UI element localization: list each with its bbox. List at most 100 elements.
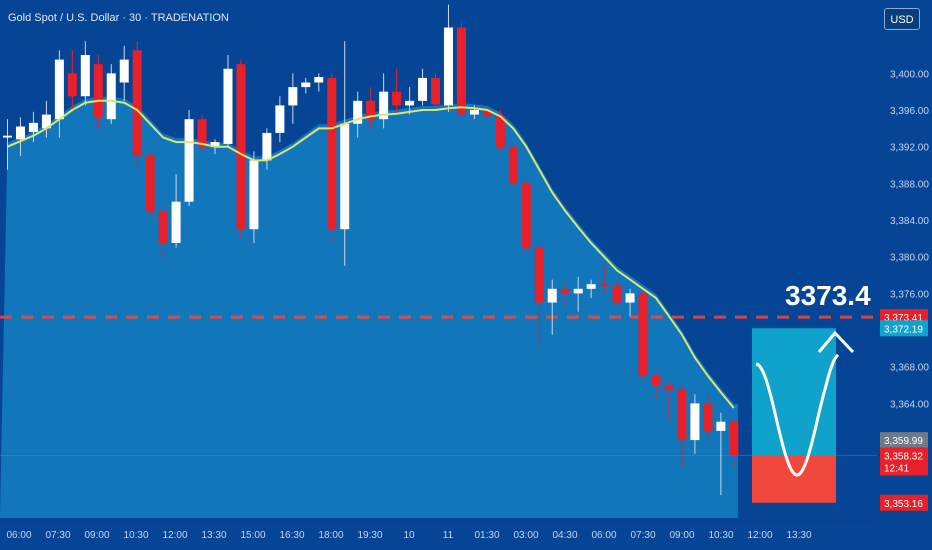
candle-body (184, 119, 194, 202)
price-tag-label: 3,353.16 (884, 499, 923, 510)
candle-body (405, 100, 415, 106)
candle-32 (418, 68, 428, 106)
candle-body (275, 105, 285, 133)
candle-body (223, 68, 233, 144)
candle-20 (262, 128, 272, 170)
x-tick-label: 09:00 (669, 530, 694, 541)
currency-button[interactable]: USD (884, 8, 920, 30)
candle-body (573, 288, 583, 294)
candle-body (132, 50, 142, 156)
x-tick-label: 06:00 (591, 530, 616, 541)
y-tick-label: 3,380.00 (890, 253, 929, 264)
candle-body (586, 284, 596, 289)
candle-body (288, 87, 298, 106)
candle-54 (703, 394, 713, 441)
candle-3 (41, 100, 51, 138)
x-tick-label: 01:30 (474, 530, 499, 541)
price-tag: 3,372.19 (880, 320, 928, 337)
candle-body (547, 288, 557, 303)
x-tick-label: 12:00 (162, 530, 187, 541)
candle-39 (508, 142, 518, 188)
candle-body (366, 100, 376, 120)
price-tag-label: 3,372.19 (884, 324, 923, 335)
candle-15 (197, 114, 207, 152)
x-tick-label: 07:30 (45, 530, 70, 541)
candle-1 (15, 117, 25, 156)
candle-body (379, 91, 389, 120)
x-tick-label: 11 (443, 530, 454, 541)
candle-23 (301, 77, 311, 94)
candle-body (392, 91, 402, 106)
candle-body (301, 82, 311, 88)
candle-body (612, 286, 622, 303)
candle-24 (314, 73, 324, 92)
candle-body (249, 160, 259, 230)
moving-average-line (7, 99, 735, 409)
projection-arrow-icon (817, 330, 855, 354)
candle-17 (223, 55, 233, 147)
price-tag-box (880, 432, 928, 449)
candle-body (314, 77, 324, 83)
candle-47 (612, 279, 622, 308)
candle-body (158, 210, 168, 243)
candle-body (638, 293, 648, 376)
candle-52 (677, 385, 687, 468)
candle-body (677, 389, 687, 441)
y-tick-label: 3,400.00 (890, 69, 929, 80)
candle-body (54, 59, 64, 120)
candle-body (431, 77, 441, 105)
y-tick-label: 3,384.00 (890, 216, 929, 227)
x-tick-label: 18:00 (318, 530, 343, 541)
x-tick-label: 16:30 (279, 530, 304, 541)
candle-37 (482, 105, 492, 120)
candle-body (15, 126, 25, 140)
candle-body (482, 110, 492, 117)
candle-body (418, 77, 428, 101)
projection-curve (755, 353, 840, 477)
candle-body (236, 64, 246, 230)
candle-34 (443, 4, 453, 112)
candle-0 (3, 119, 12, 170)
candle-body (560, 288, 570, 294)
x-tick-label: 10:30 (123, 530, 148, 541)
candle-body (210, 142, 220, 147)
candle-12 (158, 206, 168, 257)
candle-body (703, 403, 713, 431)
price-tag: 3,359.99 (880, 432, 928, 449)
candle-49 (638, 288, 648, 381)
candle-41 (534, 242, 544, 349)
candle-body (262, 132, 272, 161)
candle-body (495, 116, 505, 147)
candle-55 (716, 412, 726, 496)
candle-body (145, 155, 155, 211)
price-tag-box (880, 447, 928, 476)
candle-body (534, 247, 544, 303)
candle-body (353, 100, 363, 124)
candle-body (508, 146, 518, 184)
candle-27 (353, 91, 363, 138)
candle-56 (729, 417, 739, 468)
price-tag-box (880, 494, 928, 511)
candle-6 (80, 41, 90, 106)
y-tick-label: 3,396.00 (890, 106, 929, 117)
candle-53 (690, 394, 700, 454)
candle-body (651, 375, 661, 386)
y-tick-label: 3,388.00 (890, 179, 929, 190)
candle-46 (599, 265, 609, 294)
y-tick-label: 3,376.00 (890, 289, 929, 300)
candle-51 (664, 380, 674, 422)
candle-50 (651, 371, 661, 399)
candle-21 (275, 96, 285, 143)
x-tick-label: 09:00 (84, 530, 109, 541)
candle-body (521, 183, 531, 248)
candle-5 (67, 50, 77, 111)
candle-8 (106, 64, 116, 124)
candle-29 (379, 73, 389, 129)
candle-26 (340, 41, 350, 266)
candle-body (106, 73, 116, 120)
candle-body (599, 284, 609, 287)
stop-zone (752, 455, 836, 503)
candle-10 (132, 41, 142, 170)
